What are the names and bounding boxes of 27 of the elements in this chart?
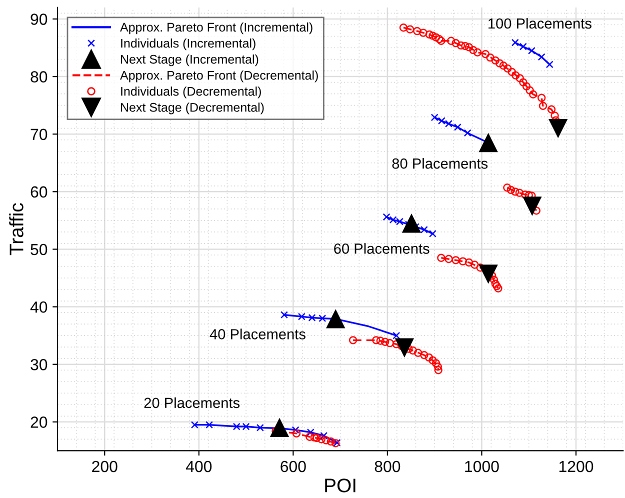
- y-tick-label: 70: [30, 128, 48, 140]
- legend-label: Next Stage (Incremental): [121, 54, 258, 66]
- annotation: 60 Placements: [334, 243, 430, 254]
- x-tick-label: 400: [186, 460, 212, 472]
- legend-label: Approx. Pareto Front (Incremental): [120, 22, 312, 34]
- annotation: 80 Placements: [392, 158, 488, 169]
- legend-label: Individuals (Decremental): [121, 86, 261, 98]
- x-tick-label: 800: [374, 460, 400, 472]
- y-tick-label: 80: [30, 71, 48, 82]
- y-tick-label: 50: [30, 244, 48, 256]
- annotation: 100 Placements: [488, 18, 592, 29]
- y-tick-label: 20: [30, 416, 48, 428]
- x-tick-label: 200: [92, 460, 118, 472]
- x-tick-label: 1000: [465, 460, 499, 472]
- y-axis-title: Traffic: [9, 203, 24, 256]
- legend-label: Approx. Pareto Front (Decremental): [120, 70, 318, 82]
- x-axis-title: POI: [325, 478, 356, 492]
- legend-label: Individuals (Incremental): [121, 38, 256, 50]
- y-tick-label: 60: [30, 186, 48, 198]
- legend-label: Next Stage (Decremental): [121, 102, 264, 114]
- annotation: 20 Placements: [144, 397, 240, 408]
- y-tick-label: 90: [30, 14, 48, 25]
- x-tick-label: 1200: [559, 460, 594, 472]
- y-tick-label: 40: [30, 301, 48, 313]
- x-tick-label: 600: [280, 460, 306, 472]
- annotation: 40 Placements: [210, 328, 306, 340]
- y-tick-label: 30: [30, 358, 48, 370]
